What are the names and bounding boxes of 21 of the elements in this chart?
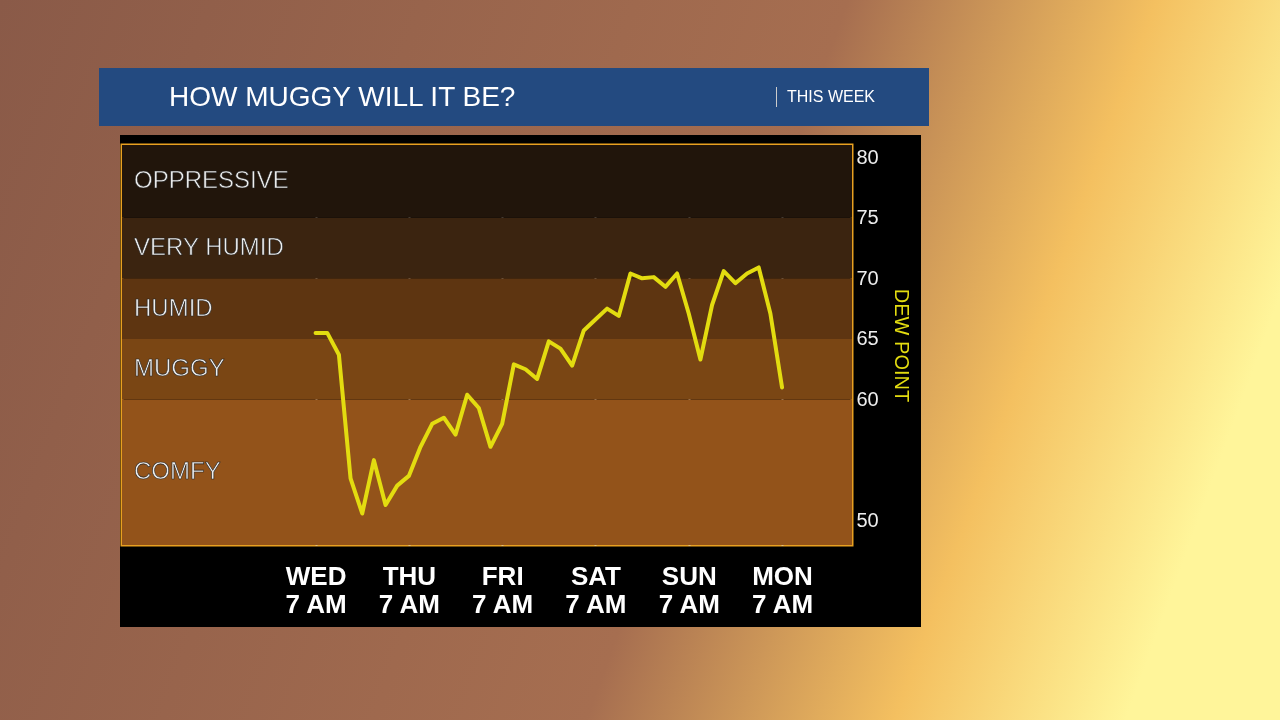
x-tick-label: MON 7 AM [751,560,814,619]
y-tick-label: 70 [856,266,879,289]
band-label: OPPRESSIVE [134,166,289,194]
y-tick-label: 75 [856,206,879,229]
x-tick-label: THU 7 AM [378,560,440,619]
y-tick-label: 60 [856,388,879,411]
band-label: HUMID [134,293,213,321]
x-tick-label: SAT 7 AM [565,560,627,619]
chart-title: HOW MUGGY WILL IT BE? [169,81,516,113]
y-tick-label: 65 [856,327,879,350]
y-axis-title: DEW POINT [890,288,913,403]
text: THIS WEEK [776,87,917,107]
band-label: MUGGY [134,354,225,382]
y-tick-label: 50 [856,509,879,532]
x-tick-label: SUN 7 AM [658,560,720,619]
line-series [313,265,785,516]
band-label: COMFY [134,457,221,485]
band-label: VERY HUMID [134,233,284,261]
x-tick-label: WED 7 AM [285,560,347,619]
y-tick-label: 80 [856,145,879,168]
x-tick-label: FRI 7 AM [472,560,534,619]
